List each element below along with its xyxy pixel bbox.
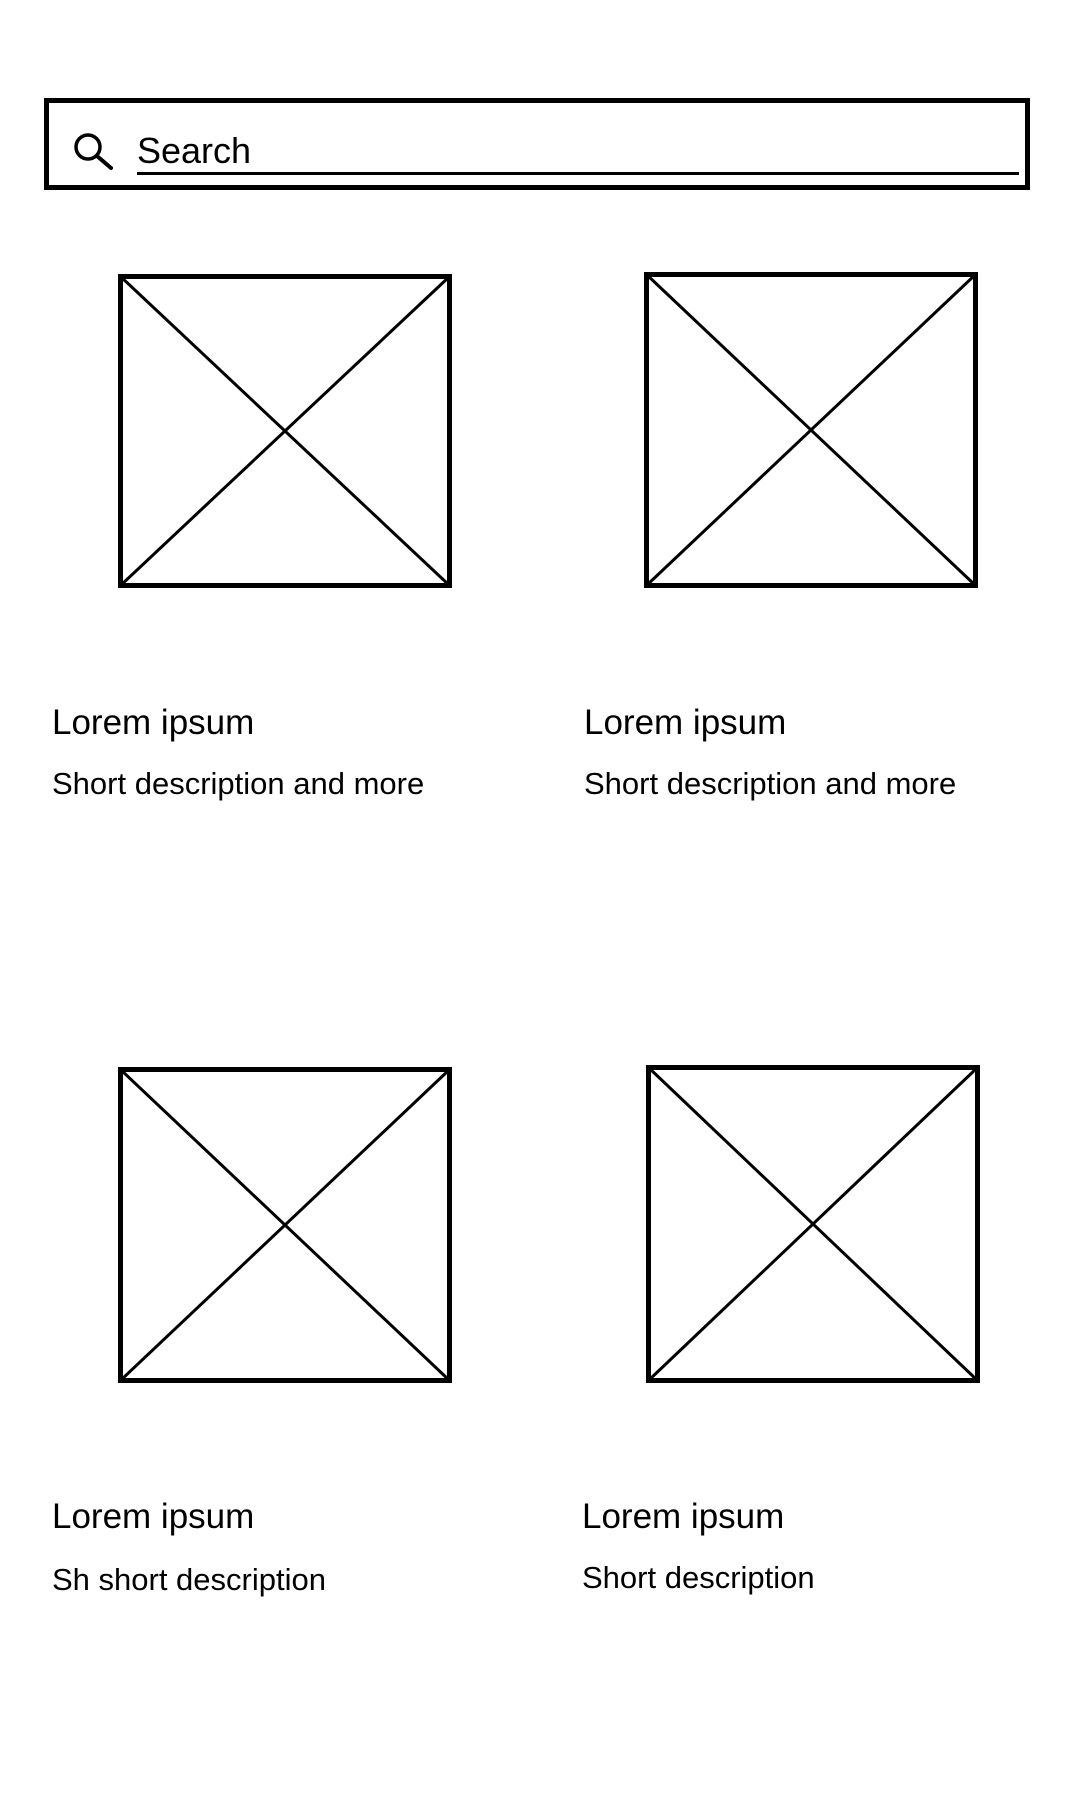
product-card[interactable]: Lorem ipsum Short description and more [52,270,492,810]
card-title: Lorem ipsum [584,703,787,742]
search-placeholder: Search [137,129,252,171]
card-title: Lorem ipsum [582,1497,785,1536]
search-bar[interactable]: Search [44,98,1030,190]
card-title: Lorem ipsum [52,1497,255,1536]
card-description: Short description and more [584,766,957,801]
product-card[interactable]: Lorem ipsum Short description and more [584,270,1024,810]
card-description: Short description and more [52,766,425,801]
search-icon [74,133,113,170]
image-placeholder-icon [646,1065,980,1383]
card-description: Short description [582,1560,815,1595]
product-card[interactable]: Lorem ipsum Sh short description [52,1065,492,1605]
image-placeholder-icon [644,272,978,588]
card-description: Sh short description [52,1562,326,1597]
card-title: Lorem ipsum [52,703,255,742]
image-placeholder-icon [118,274,452,588]
image-placeholder-icon [118,1067,452,1383]
product-card[interactable]: Lorem ipsum Short description [582,1065,1022,1605]
search-input[interactable]: Search [137,119,1019,175]
